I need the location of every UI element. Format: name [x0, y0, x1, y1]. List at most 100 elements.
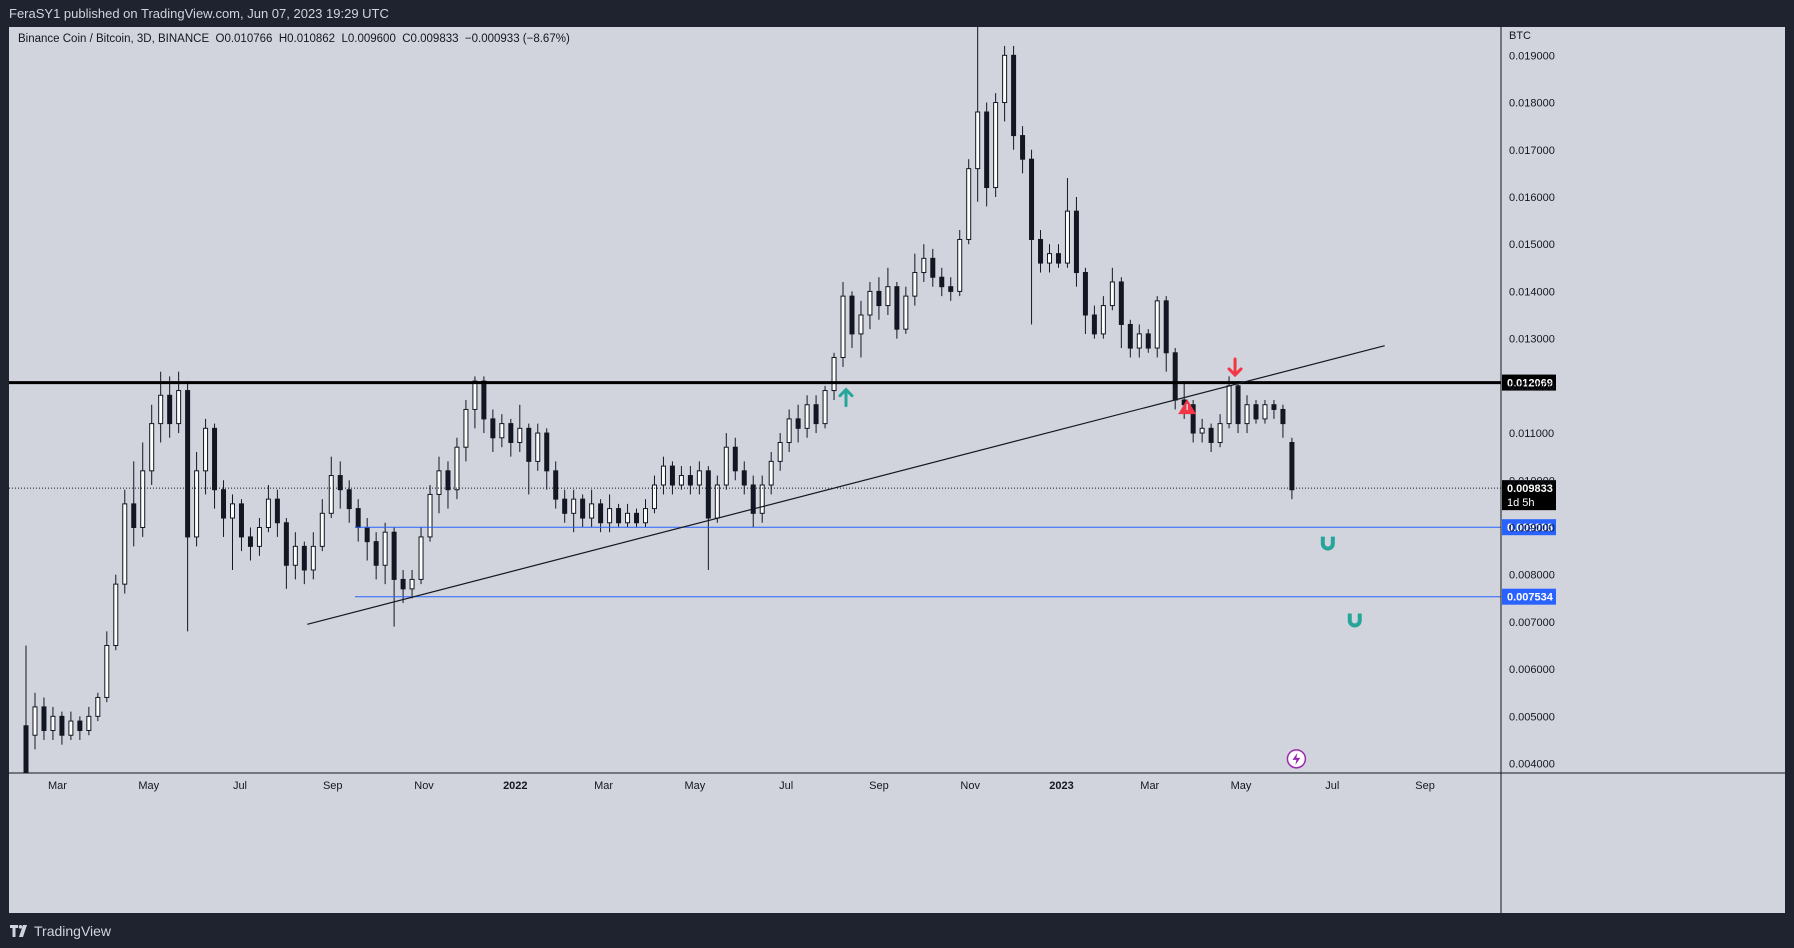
candle-body [589, 503, 595, 519]
candle-body [876, 290, 882, 307]
y-tick-label: 0.005000 [1509, 711, 1555, 723]
candle-body [310, 545, 316, 571]
candle-body [113, 583, 119, 647]
candle-body [741, 470, 747, 486]
y-tick-label: 0.013000 [1509, 334, 1555, 346]
candle-body [1082, 272, 1088, 316]
candle-body [328, 475, 334, 514]
candle-body [598, 503, 604, 524]
y-tick-label: 0.008000 [1509, 570, 1555, 582]
levels-layer: 0.012069 0.009006 0.007534 0.009833 1d 5h [9, 374, 1556, 605]
candle-body [804, 404, 810, 429]
level-price-tag [1502, 588, 1556, 605]
x-tick-label: May [138, 780, 159, 792]
tradingview-logo[interactable]: TradingView [10, 923, 111, 939]
x-tick-label: Nov [414, 780, 434, 792]
up-arrow-icon [838, 387, 854, 408]
candle-body [975, 111, 981, 170]
candle-body [1100, 305, 1106, 335]
candle-body [526, 427, 532, 462]
candle-body [1047, 253, 1053, 264]
price-axis: BTC 0.004000 0.005000 0.006000 0.007000 0.008… [1500, 27, 1555, 913]
candle-body [364, 526, 370, 543]
x-tick-label: Sep [1415, 780, 1435, 792]
candle-body [642, 508, 648, 524]
price-chart[interactable]: 0.012069 0.009006 0.007534 0.009833 1d 5h BT… [9, 27, 1785, 913]
candle-body [409, 578, 415, 590]
x-tick-label: Nov [960, 780, 980, 792]
candle-body [274, 498, 280, 524]
candle-body [185, 390, 191, 538]
candle-body [1127, 323, 1133, 349]
level-price-tag [1502, 374, 1556, 391]
candle-body [1020, 135, 1026, 160]
y-tick-label: 0.015000 [1509, 239, 1555, 251]
x-tick-label: Sep [323, 780, 343, 792]
candle-body [230, 503, 236, 519]
candle-body [1253, 404, 1259, 420]
y-tick-label: 0.017000 [1509, 145, 1555, 157]
candle-body [966, 168, 972, 240]
candle-body [176, 390, 182, 425]
candle-body [41, 706, 47, 732]
candle-body [158, 394, 164, 425]
candle-body [553, 470, 559, 500]
candle-body [50, 715, 56, 732]
current-price-tag [1502, 480, 1556, 511]
candle-body [95, 696, 101, 717]
tradingview-icon [10, 924, 27, 937]
chart-panel[interactable]: 0.012069 0.009006 0.007534 0.009833 1d 5h BT… [9, 27, 1785, 913]
candle-body [687, 475, 693, 486]
candle-body [1136, 333, 1142, 349]
down-arrow-icon [1227, 357, 1243, 378]
legend-close: C0.009833 [402, 33, 459, 45]
y-tick-label: 0.009000 [1509, 522, 1555, 534]
candle-body [1271, 404, 1277, 410]
candle-body [678, 475, 684, 486]
candle-body [149, 423, 155, 472]
candle-body [651, 484, 657, 510]
candle-body [1190, 404, 1196, 434]
candle-body [894, 286, 900, 330]
magnet-icon [1320, 536, 1335, 551]
candle-body [777, 441, 783, 462]
candle-body [768, 460, 774, 486]
y-tick-label: 0.019000 [1509, 50, 1555, 62]
candle-body [454, 446, 460, 491]
candle-body [508, 423, 514, 443]
candle-body [948, 286, 954, 292]
candle-body [759, 484, 765, 514]
candle-body [86, 715, 92, 732]
candles-layer [23, 27, 1295, 774]
candle-body [131, 503, 137, 528]
x-tick-label: May [684, 780, 705, 792]
candle-body [1163, 300, 1169, 354]
legend-open: O0.010766 [215, 33, 273, 45]
candle-body [660, 465, 666, 486]
candle-body [1262, 404, 1268, 420]
candle-body [571, 498, 577, 514]
candle-body [418, 536, 424, 580]
candle-body [831, 357, 837, 392]
candle-body [822, 390, 828, 425]
candle-body [993, 102, 999, 189]
lightning-icon-bolt [1292, 752, 1301, 765]
currency-label: BTC [1509, 30, 1531, 42]
candle-body [849, 295, 855, 335]
candle-body [562, 498, 568, 514]
legend-symbol: Binance Coin / Bitcoin, 3D, BINANCE [18, 33, 210, 45]
candle-body [696, 470, 702, 486]
candle-body [140, 470, 146, 528]
y-tick-label: 0.004000 [1509, 759, 1555, 771]
level-price-label: 0.009006 [1507, 522, 1553, 534]
y-tick-label: 0.018000 [1509, 98, 1555, 110]
candle-body [867, 290, 873, 316]
candle-body [436, 470, 442, 495]
candle-body [292, 545, 298, 566]
candle-body [1217, 423, 1223, 443]
trend-line [307, 345, 1385, 625]
candle-body [705, 470, 711, 519]
candle-body [1011, 54, 1017, 137]
candle-body [1002, 54, 1008, 104]
candle-body [625, 512, 631, 524]
